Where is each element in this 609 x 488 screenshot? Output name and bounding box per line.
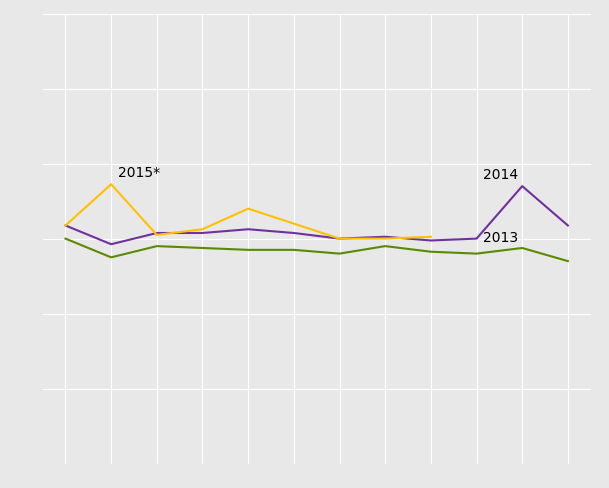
Text: 2013: 2013 xyxy=(484,230,518,244)
Text: 2014: 2014 xyxy=(484,167,518,181)
Text: 2015*: 2015* xyxy=(118,165,160,179)
